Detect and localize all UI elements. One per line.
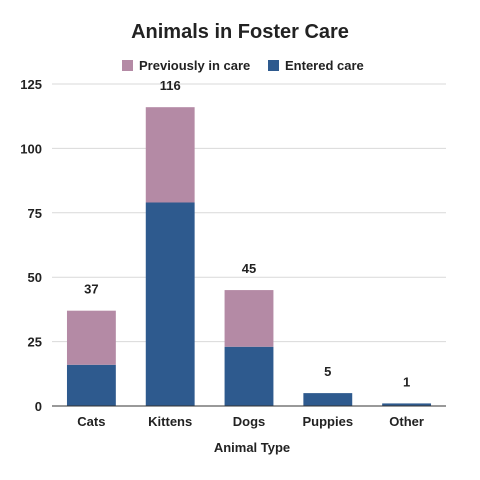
legend-swatch-entered-care: [268, 60, 279, 71]
total-label-dogs: 45: [242, 261, 256, 276]
bar-entered-care-puppies: [303, 393, 353, 406]
x-tick-label-dogs: Dogs: [233, 414, 266, 429]
chart-title: Animals in Foster Care: [131, 21, 349, 43]
y-tick-label: 25: [28, 335, 42, 350]
total-label-puppies: 5: [324, 364, 331, 379]
y-axis-tick-labels: 0 25 50 75 100 125: [20, 77, 42, 414]
bar-entered-care-cats: [66, 364, 116, 406]
chart-legend: Previously in care Entered care: [122, 58, 364, 73]
bar-series: [66, 107, 432, 406]
x-tick-label-other: Other: [389, 414, 424, 429]
x-tick-label-puppies: Puppies: [303, 414, 354, 429]
legend-swatch-previously-in-care: [122, 60, 133, 71]
y-gridlines: [52, 83, 446, 343]
bar-entered-care-other: [382, 403, 432, 406]
total-label-other: 1: [403, 374, 410, 389]
y-tick-label: 75: [28, 206, 42, 221]
legend-label-entered-care: Entered care: [285, 58, 364, 73]
bar-total-labels: 37 116 45 5 1: [84, 78, 410, 389]
y-tick-label: 125: [20, 77, 42, 92]
bar-previously-in-care-kittens: [145, 107, 195, 203]
y-tick-label: 50: [28, 270, 42, 285]
bar-entered-care-kittens: [145, 202, 195, 406]
x-axis-title: Animal Type: [214, 440, 290, 455]
bar-entered-care-dogs: [224, 346, 274, 406]
x-axis-tick-labels: Cats Kittens Dogs Puppies Other: [77, 414, 424, 429]
bar-previously-in-care-cats: [66, 310, 116, 365]
x-tick-label-kittens: Kittens: [148, 414, 192, 429]
total-label-kittens: 116: [160, 78, 181, 93]
bar-previously-in-care-dogs: [224, 290, 274, 347]
x-tick-label-cats: Cats: [77, 414, 105, 429]
y-tick-label: 100: [20, 141, 42, 156]
legend-label-previously-in-care: Previously in care: [139, 58, 250, 73]
total-label-cats: 37: [84, 282, 98, 297]
y-tick-label: 0: [35, 399, 42, 414]
